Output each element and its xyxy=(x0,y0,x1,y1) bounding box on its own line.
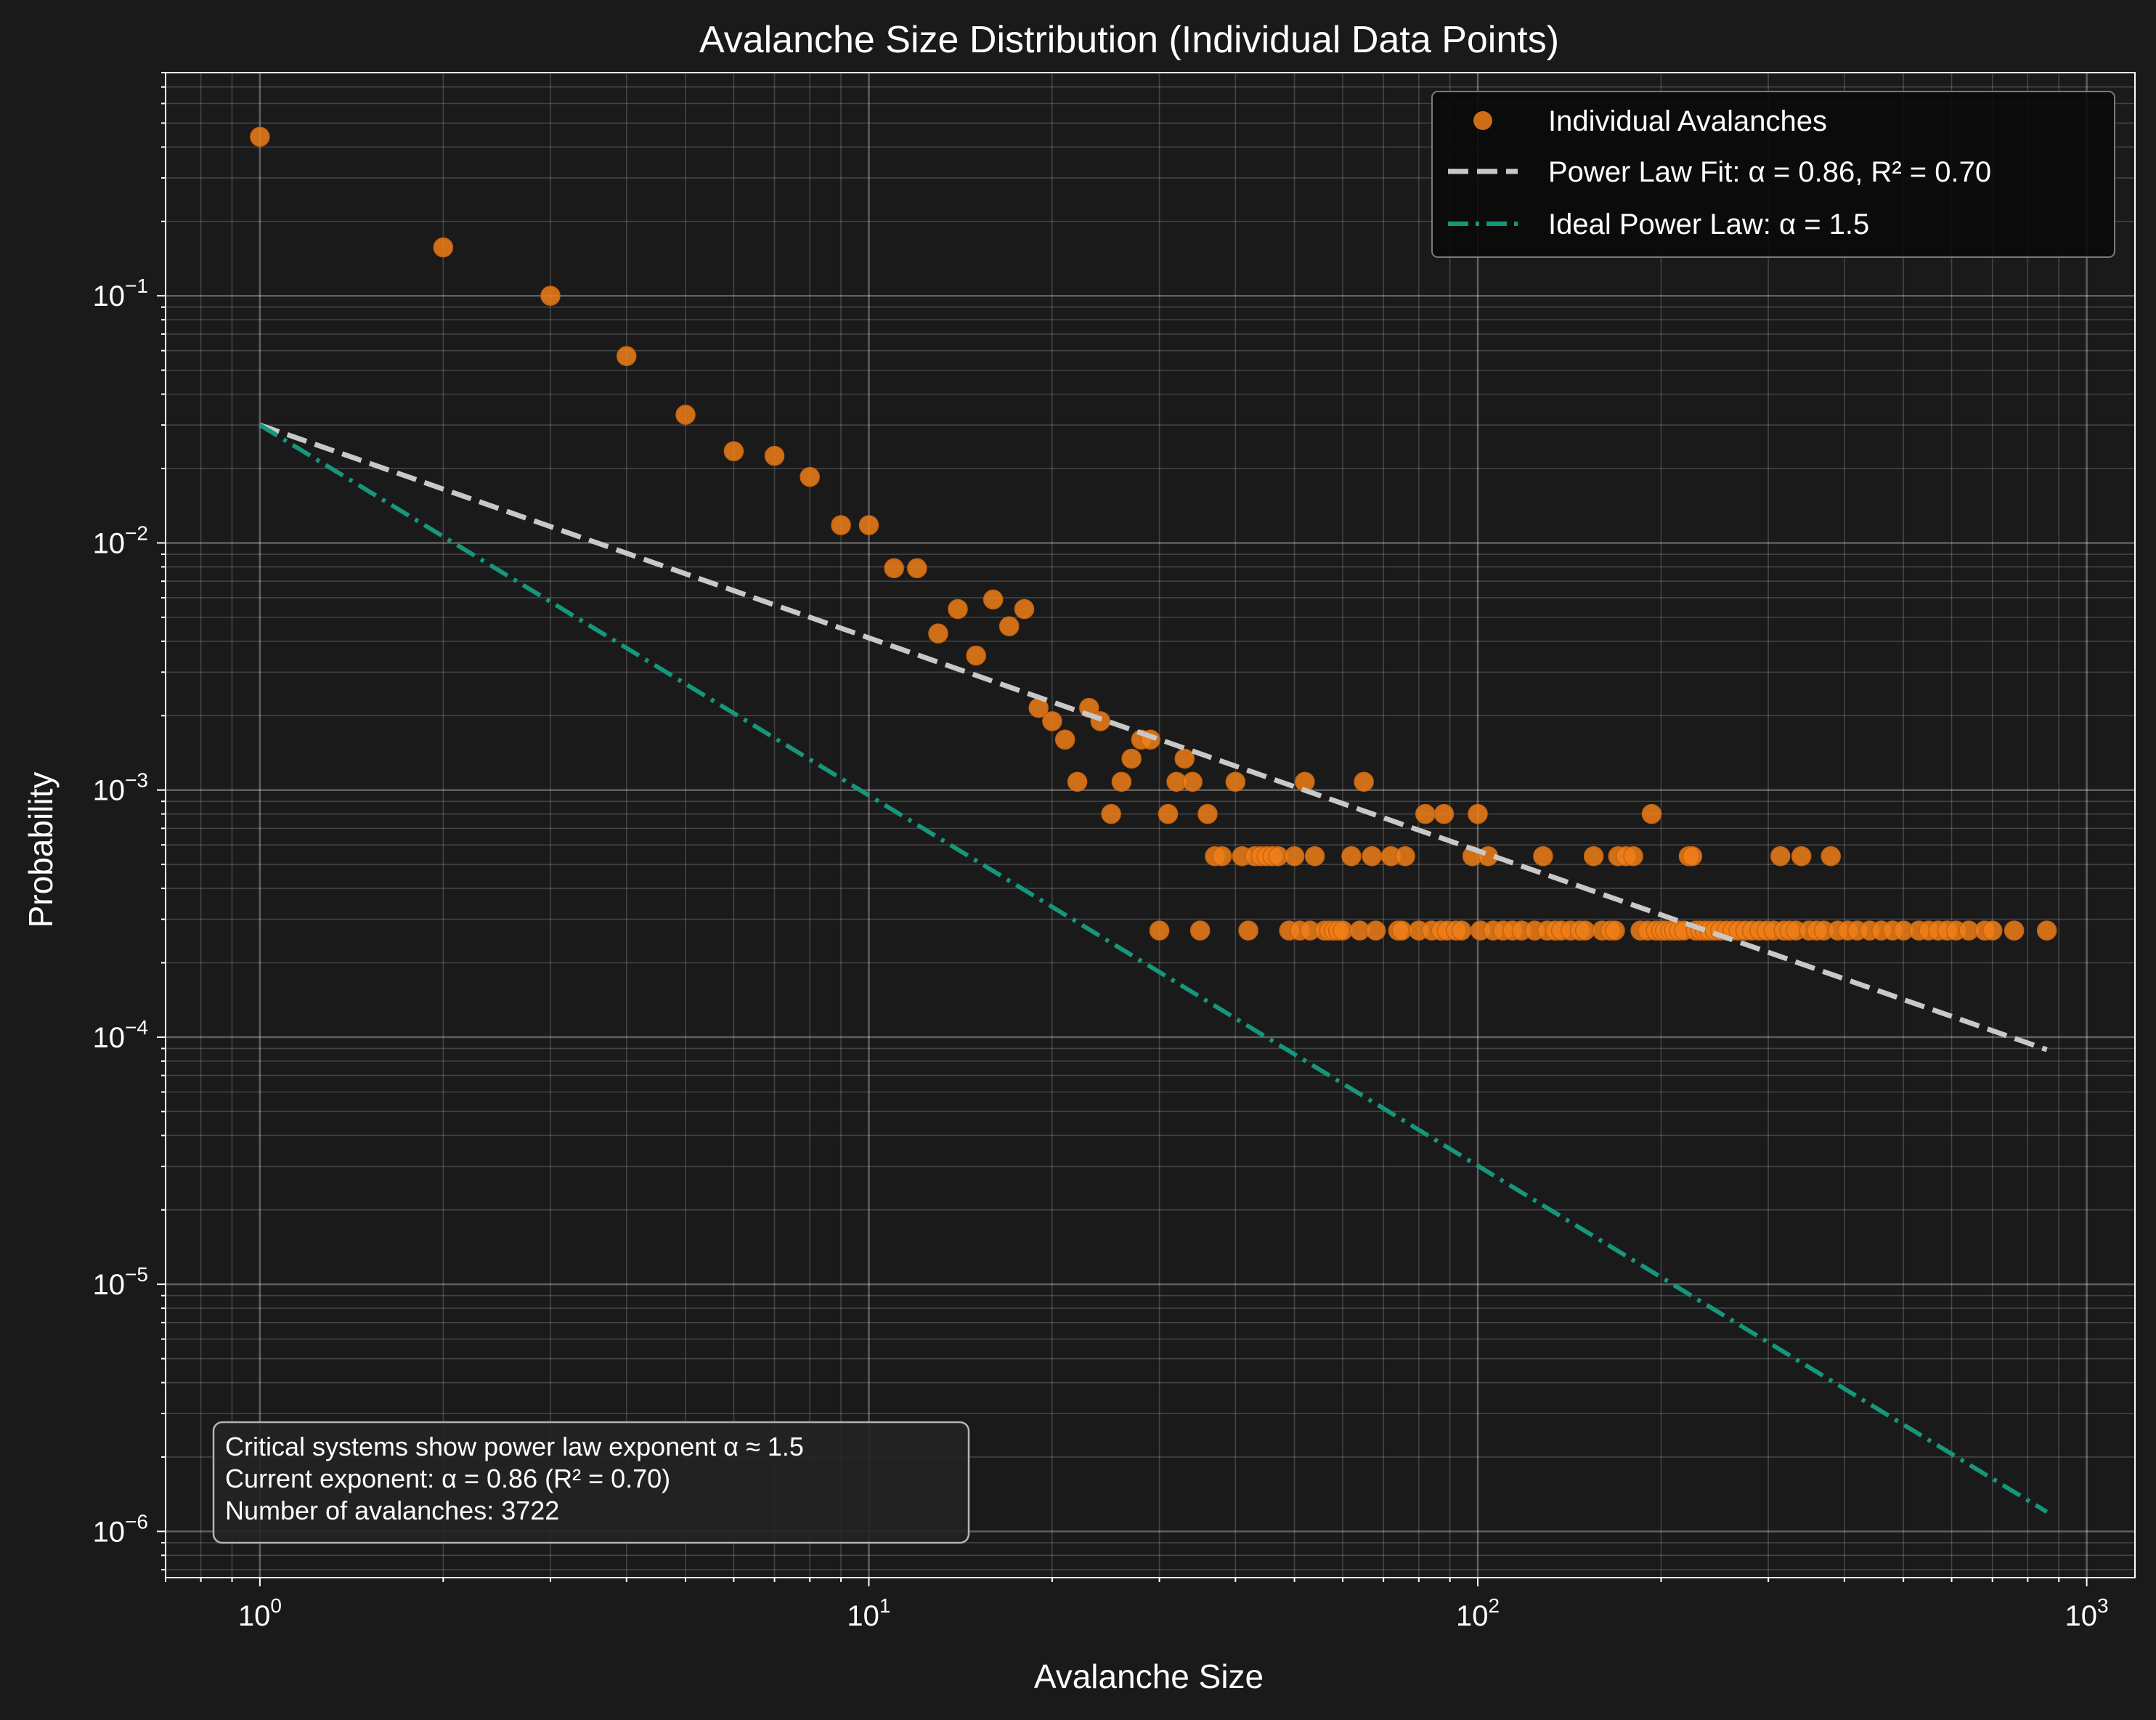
data-point xyxy=(1054,729,1075,750)
data-point xyxy=(1182,771,1203,792)
data-point xyxy=(1451,920,1472,941)
data-point xyxy=(1333,920,1353,941)
data-point xyxy=(907,558,927,579)
data-point xyxy=(1067,771,1088,792)
data-point xyxy=(858,515,879,535)
annotation-line: Number of avalanches: 3722 xyxy=(225,1496,559,1525)
data-point xyxy=(1623,845,1643,867)
data-point xyxy=(1189,920,1211,941)
data-point xyxy=(831,515,851,535)
data-point xyxy=(1158,803,1179,824)
data-point xyxy=(1354,771,1374,792)
data-point xyxy=(1682,845,1703,867)
annotation-line: Critical systems show power law exponent… xyxy=(225,1432,804,1461)
legend-label: Ideal Power Law: α = 1.5 xyxy=(1548,208,1869,240)
data-point xyxy=(2036,920,2057,941)
data-point xyxy=(540,285,561,306)
legend-label: Power Law Fit: α = 0.86, R² = 0.70 xyxy=(1548,156,1991,188)
data-point xyxy=(884,558,904,579)
data-point xyxy=(1121,748,1142,769)
data-point xyxy=(998,616,1020,636)
data-point xyxy=(764,445,785,466)
y-tick-label: 10−4 xyxy=(93,1016,148,1054)
annotation-box: Critical systems show power law exponent… xyxy=(212,1421,970,1544)
data-point xyxy=(1605,920,1625,941)
data-point xyxy=(928,623,948,644)
data-point xyxy=(617,346,637,367)
legend-marker-points xyxy=(1473,111,1492,130)
x-axis-label: Avalanche Size xyxy=(1034,1658,1264,1695)
data-point xyxy=(1238,920,1258,941)
data-point xyxy=(1533,845,1553,867)
y-tick-label: 10−3 xyxy=(93,769,148,807)
chart-title: Avalanche Size Distribution (Individual … xyxy=(699,19,1559,61)
data-point xyxy=(800,466,820,487)
legend-label: Individual Avalanches xyxy=(1548,105,1827,137)
data-point xyxy=(2004,920,2025,941)
data-point xyxy=(675,405,696,425)
y-tick-label: 10−6 xyxy=(93,1510,148,1548)
data-point xyxy=(1821,845,1841,867)
data-point xyxy=(966,645,986,666)
ideal-power-law-line xyxy=(259,423,2049,1514)
data-point xyxy=(1111,771,1132,792)
annotation-frame xyxy=(212,1421,970,1544)
data-point xyxy=(1365,920,1386,941)
data-point xyxy=(1211,845,1232,867)
grid xyxy=(166,73,2135,1578)
data-point xyxy=(1149,920,1170,941)
power-law-fit-line xyxy=(259,422,2048,1052)
data-point xyxy=(1284,845,1305,867)
legend: Individual Avalanches Power Law Fit: α = … xyxy=(1431,91,2115,258)
legend-box xyxy=(1431,91,2115,258)
data-point xyxy=(1341,845,1362,867)
data-point xyxy=(1101,803,1121,824)
data-point xyxy=(983,589,1004,610)
data-point xyxy=(948,599,968,620)
y-axis-label: Probability xyxy=(22,772,60,928)
data-point xyxy=(1574,920,1595,941)
data-point xyxy=(1042,711,1062,731)
x-tick-label: 103 xyxy=(2065,1594,2109,1632)
data-point xyxy=(1174,748,1195,769)
data-point xyxy=(1770,845,1791,867)
plot-area: 100 101 102 103 10−1 10−2 10−3 10−4 10−5 10−6 Indi… xyxy=(93,72,2136,1632)
data-point xyxy=(1433,803,1455,824)
x-tick-label: 101 xyxy=(847,1594,890,1632)
series-layer xyxy=(250,126,2057,1514)
x-tick-label: 100 xyxy=(238,1594,282,1632)
data-point xyxy=(723,441,744,461)
data-point xyxy=(1982,920,2003,941)
y-tick-label: 10−2 xyxy=(93,522,148,559)
data-point xyxy=(1225,771,1246,792)
data-point xyxy=(1641,803,1662,824)
y-tick-label: 10−1 xyxy=(93,275,148,312)
data-point xyxy=(1014,599,1035,620)
data-point xyxy=(1395,845,1415,867)
data-point xyxy=(1791,845,1812,867)
data-point xyxy=(1468,803,1488,824)
data-point xyxy=(1415,803,1436,824)
data-point xyxy=(433,237,454,258)
axes-frame xyxy=(165,72,2136,1578)
data-point xyxy=(1583,845,1604,867)
data-point xyxy=(1304,845,1325,867)
data-point xyxy=(250,126,270,147)
annotation-line: Current exponent: α = 0.86 (R² = 0.70) xyxy=(225,1464,670,1493)
data-point xyxy=(1391,920,1412,941)
data-point xyxy=(1362,845,1382,867)
y-tick-label: 10−5 xyxy=(93,1263,148,1301)
data-point xyxy=(1197,803,1218,824)
x-tick-label: 102 xyxy=(1456,1594,1500,1632)
